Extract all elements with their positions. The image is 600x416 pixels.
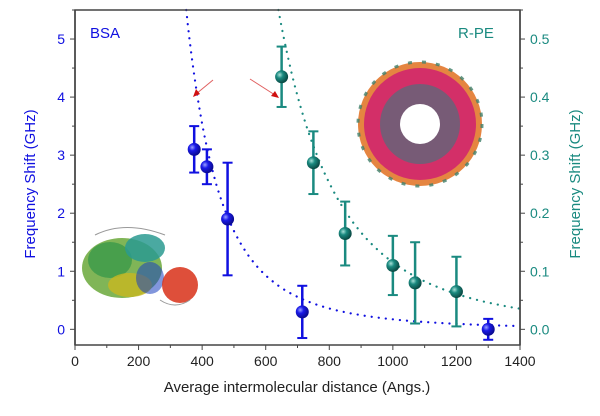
y-right-tick-label: 0.0 (530, 321, 550, 337)
label-bsa: BSA (90, 25, 120, 42)
arrow-rpe (249, 78, 279, 98)
x-tick-label: 200 (127, 353, 151, 369)
data-point-bsa (200, 148, 214, 186)
marker (295, 305, 309, 319)
x-tick-label: 600 (254, 353, 278, 369)
marker (275, 70, 289, 84)
data-point-r-pe (449, 255, 463, 328)
x-tick-label: 1400 (504, 353, 535, 369)
bsa-protein-structure-image (82, 227, 198, 306)
rpe-protein-structure-image (356, 60, 484, 188)
marker (221, 212, 235, 226)
data-point-r-pe (386, 234, 400, 297)
y-right-tick-label: 0.1 (530, 263, 550, 279)
y-left-tick-label: 4 (57, 89, 65, 105)
y-left-tick-label: 5 (57, 31, 65, 47)
data-point-bsa (187, 125, 201, 174)
data-point-bsa (221, 161, 235, 277)
x-tick-label: 1200 (441, 353, 472, 369)
data-point-bsa (295, 284, 309, 340)
y-axis-label-right: Frequency Shift (GHz) (567, 109, 584, 258)
x-axis-label: Average intermolecular distance (Angs.) (164, 379, 431, 396)
y-left-tick-label: 1 (57, 263, 65, 279)
y-right-tick-label: 0.4 (530, 89, 550, 105)
x-tick-label: 0 (71, 353, 79, 369)
data-point-r-pe (338, 200, 352, 267)
marker (200, 160, 214, 174)
data-point-r-pe (306, 130, 320, 196)
data-point-bsa (481, 317, 495, 341)
y-left-tick-label: 2 (57, 205, 65, 221)
x-tick-label: 400 (190, 353, 214, 369)
marker (338, 227, 352, 241)
y-right-tick-label: 0.2 (530, 205, 550, 221)
y-axis-label-left: Frequency Shift (GHz) (22, 109, 39, 258)
x-tick-label: 800 (318, 353, 342, 369)
y-left-tick-label: 3 (57, 147, 65, 163)
data-point-r-pe (408, 241, 422, 325)
marker (449, 285, 463, 299)
marker (187, 142, 201, 156)
y-right-tick-label: 0.5 (530, 31, 550, 47)
marker (306, 156, 320, 170)
data-point-r-pe (275, 45, 289, 108)
marker (386, 258, 400, 272)
x-tick-label: 1000 (377, 353, 408, 369)
y-right-tick-label: 0.3 (530, 147, 550, 163)
marker (481, 322, 495, 336)
y-left-tick-label: 0 (57, 321, 65, 337)
fit-curve-bsa (185, 8, 522, 328)
arrow-bsa (193, 79, 214, 97)
label-rpe: R-PE (458, 25, 494, 42)
marker (408, 276, 422, 290)
